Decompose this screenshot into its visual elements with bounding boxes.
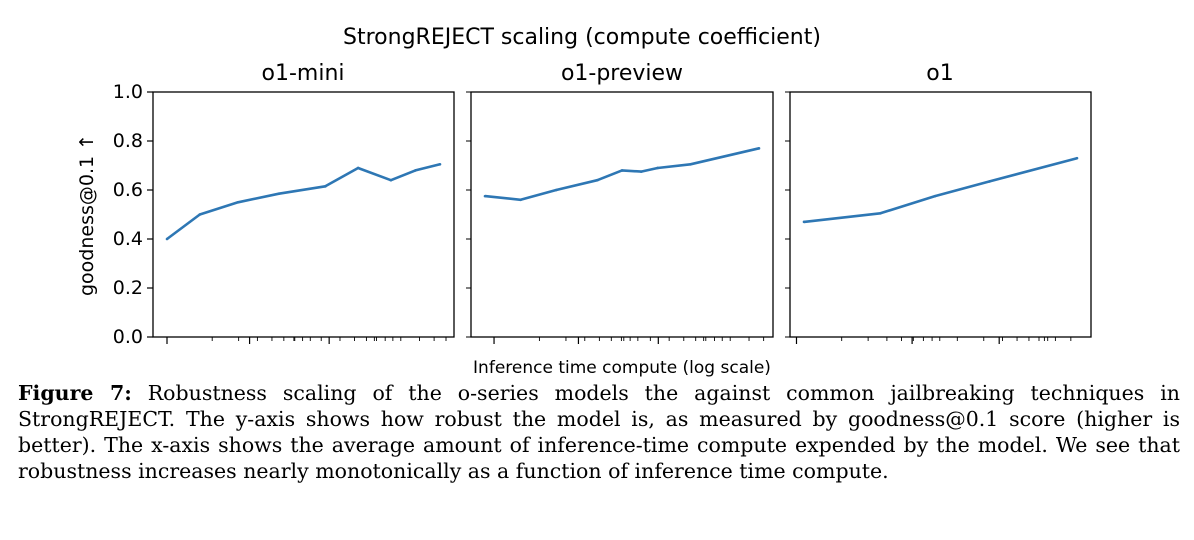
caption-text: Robustness scaling of the o-series model… — [18, 381, 1180, 483]
series-line-o1 — [803, 156, 1078, 224]
chart-panels — [148, 91, 1092, 344]
data-point — [620, 169, 624, 172]
data-point — [689, 162, 692, 166]
panel-title-o1: o1 — [926, 61, 953, 86]
data-point — [757, 147, 761, 150]
data-point — [356, 166, 360, 170]
data-point — [656, 166, 659, 170]
figure-caption: Figure 7: Robustness scaling of the o-se… — [18, 380, 1180, 484]
caption-label: Figure 7: — [18, 381, 132, 405]
y-tick-label: 0.0 — [113, 326, 143, 348]
data-point — [802, 220, 806, 224]
data-point — [639, 170, 643, 173]
y-tick-label: 1.0 — [113, 81, 143, 103]
series-line-o1-mini — [166, 163, 441, 241]
panel-title-o1-mini: o1-mini — [262, 61, 345, 86]
panel-o1-preview — [466, 91, 774, 344]
y-tick-label: 0.6 — [113, 179, 143, 201]
panel-frame — [152, 91, 455, 338]
x-axis-label: Inference time compute (log scale) — [473, 358, 771, 378]
y-tick-label: 0.2 — [113, 277, 143, 299]
y-axis-label: goodness@0.1 ↑ — [76, 134, 98, 296]
panel-o1-mini — [148, 91, 455, 344]
y-tick-label: 0.8 — [113, 130, 143, 152]
data-point — [519, 198, 522, 202]
chart-figure: StrongREJECT scaling (compute coefficien… — [76, 25, 1092, 378]
data-point — [879, 211, 882, 215]
y-axis-ticks: 0.0 0.2 0.4 0.6 0.8 1.0 — [113, 81, 153, 348]
data-point — [438, 162, 442, 166]
data-point — [1075, 156, 1079, 160]
data-point — [324, 185, 327, 188]
data-point — [988, 180, 991, 183]
data-point — [414, 169, 417, 172]
panel-frame — [789, 91, 1092, 338]
data-point — [933, 194, 937, 198]
data-point — [236, 200, 240, 204]
data-point — [277, 192, 281, 195]
panel-o1 — [785, 91, 1092, 344]
panel-title-o1-preview: o1-preview — [561, 61, 683, 86]
data-point — [165, 237, 169, 241]
panel-frame — [470, 91, 774, 338]
data-point — [483, 194, 487, 198]
data-point — [554, 188, 558, 192]
series-line-o1-preview — [484, 147, 760, 202]
chart-title: StrongREJECT scaling (compute coefficien… — [343, 25, 821, 50]
data-point — [198, 213, 202, 216]
data-point — [596, 178, 599, 182]
data-point — [389, 178, 393, 182]
y-tick-label: 0.4 — [113, 228, 143, 250]
